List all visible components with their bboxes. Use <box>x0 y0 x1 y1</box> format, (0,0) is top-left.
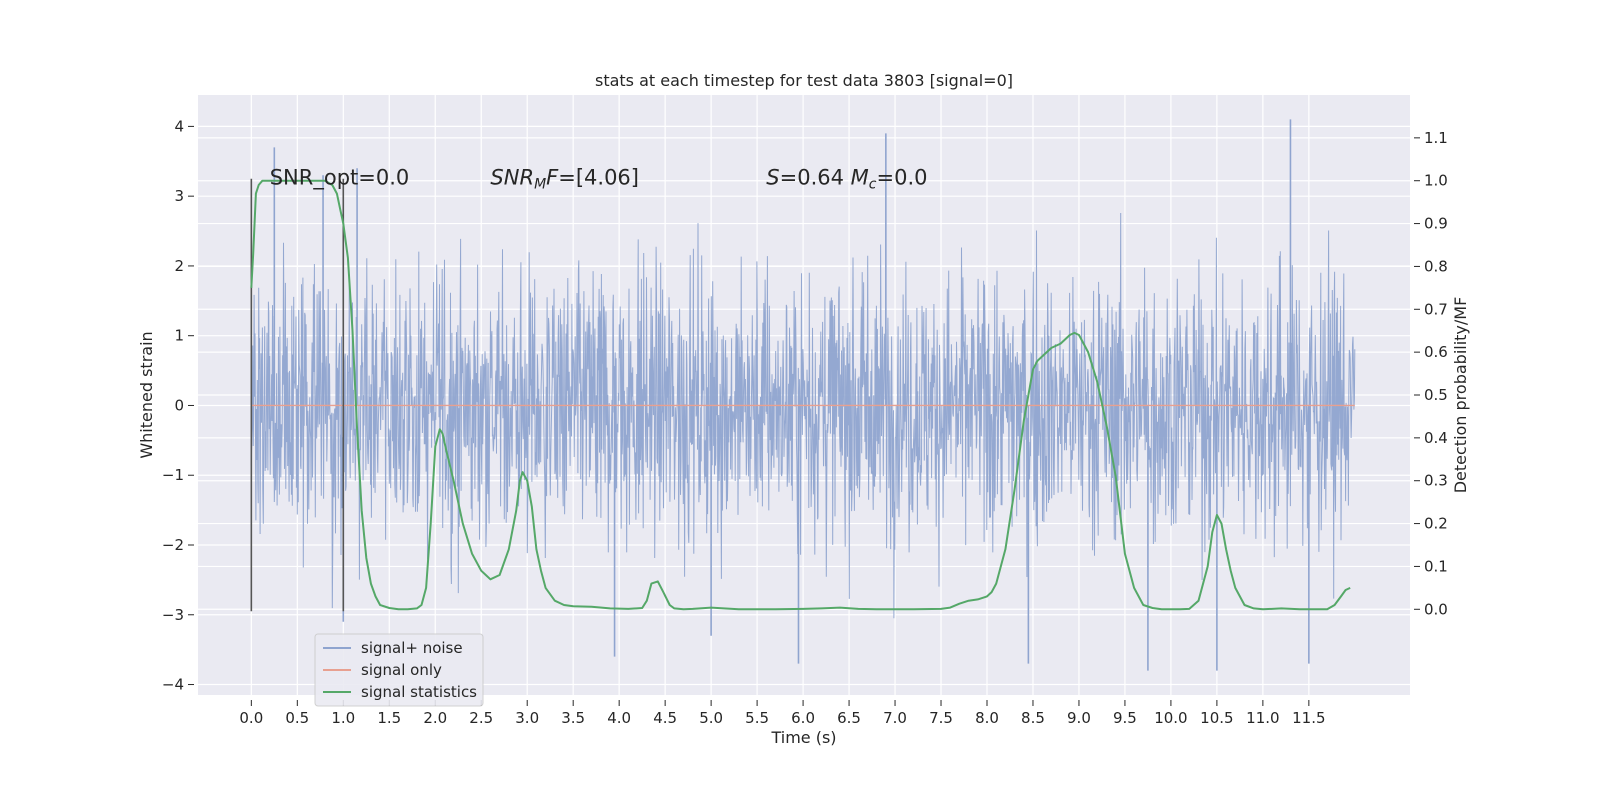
y-right-tick-label: 0.6 <box>1424 343 1448 361</box>
x-tick-label: 5.5 <box>745 709 769 727</box>
x-tick-label: 10.0 <box>1154 709 1187 727</box>
x-tick-label: 0.5 <box>285 709 309 727</box>
y-axis-right-label: Detection probability/MF <box>1451 297 1470 494</box>
x-tick-label: 5.0 <box>699 709 723 727</box>
y-right-tick-label: 0.7 <box>1424 300 1448 318</box>
legend-label: signal statistics <box>361 683 477 701</box>
x-tick-label: 6.5 <box>837 709 861 727</box>
x-tick-label: 0.0 <box>239 709 263 727</box>
y-tick-label: 3 <box>174 187 184 205</box>
x-tick-label: 3.5 <box>561 709 585 727</box>
x-tick-label: 3.0 <box>515 709 539 727</box>
signal-noise-series <box>250 119 1356 671</box>
x-tick-label: 9.0 <box>1067 709 1091 727</box>
legend-box <box>314 633 484 707</box>
y-right-tick-label: 0.3 <box>1424 472 1448 490</box>
y-right-tick-label: 0.2 <box>1424 515 1448 533</box>
x-tick-label: 4.0 <box>607 709 631 727</box>
y-tick-label: −4 <box>162 676 184 694</box>
annotation-snr_opt: SNR_opt=0.0 <box>270 166 410 191</box>
x-tick-label: 8.5 <box>1021 709 1045 727</box>
annotation-s_mc: S=0.64 Mc=0.0 <box>766 166 927 193</box>
x-axis-label: Time (s) <box>770 728 836 747</box>
y-right-tick-label: 0.8 <box>1424 257 1448 275</box>
y-tick-label: 4 <box>174 117 184 135</box>
y-right-tick-label: 1.0 <box>1424 172 1448 190</box>
annotation-snr_mf: SNRMF=[4.06] <box>490 166 639 193</box>
y-right-tick-label: 0.0 <box>1424 600 1448 618</box>
x-tick-label: 2.0 <box>423 709 447 727</box>
legend-label: signal only <box>361 661 442 679</box>
annotations: SNR_opt=0.0 SNRMF=[4.06] S=0.64 Mc=0.0 <box>270 166 928 193</box>
noise-trace <box>250 212 1356 619</box>
y-right-tick-label: 0.5 <box>1424 386 1448 404</box>
y-tick-label: −2 <box>162 536 184 554</box>
x-tick-label: 6.0 <box>791 709 815 727</box>
chart-title: stats at each timestep for test data 380… <box>595 71 1013 90</box>
y-tick-label: 0 <box>174 396 184 414</box>
y-tick-label: −3 <box>162 606 184 624</box>
x-tick-label: 1.5 <box>377 709 401 727</box>
x-tick-label: 4.5 <box>653 709 677 727</box>
y-tick-label: 1 <box>174 327 184 345</box>
y-right-tick-label: 0.4 <box>1424 429 1448 447</box>
x-tick-label: 8.0 <box>975 709 999 727</box>
axis-ticks: 0.0 0.5 1.0 1.5 2.0 2.5 3.0 3.5 4.0 4.5 5.0 5.5 6.0 6… <box>162 117 1448 727</box>
x-tick-label: 10.5 <box>1200 709 1233 727</box>
signal-statistics-series <box>250 179 1351 611</box>
x-tick-label: 7.5 <box>929 709 953 727</box>
legend-label: signal+ noise <box>361 639 463 657</box>
statistics-line <box>250 179 1351 611</box>
x-tick-label: 1.0 <box>331 709 355 727</box>
x-tick-label: 2.5 <box>469 709 493 727</box>
x-tick-label: 11.0 <box>1246 709 1279 727</box>
y-right-tick-label: 0.9 <box>1424 215 1448 233</box>
y-right-tick-label: 1.1 <box>1424 129 1448 147</box>
marker-lines <box>250 178 345 612</box>
x-tick-label: 9.5 <box>1113 709 1137 727</box>
y-tick-label: 2 <box>174 257 184 275</box>
y-right-tick-label: 0.1 <box>1424 557 1448 575</box>
x-tick-label: 11.5 <box>1292 709 1325 727</box>
y-axis-label: Whitened strain <box>137 331 156 458</box>
legend: signal+ noise signal only signal statistic… <box>314 633 484 707</box>
y-tick-label: −1 <box>162 466 184 484</box>
x-tick-label: 7.0 <box>883 709 907 727</box>
